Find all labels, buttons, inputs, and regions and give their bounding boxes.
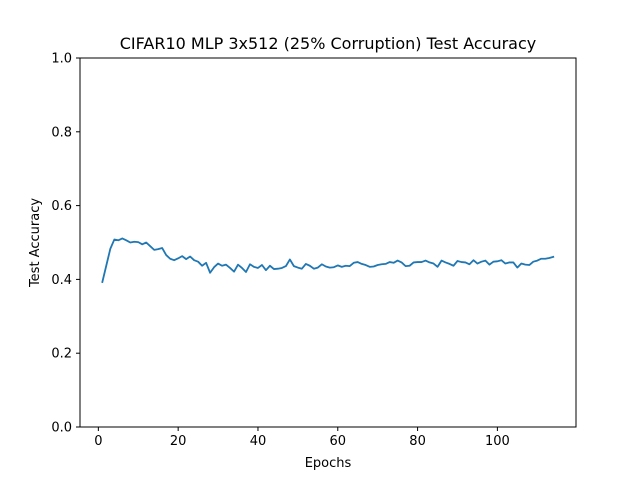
y-tick-label: 0.2 [51,347,72,362]
x-tick-label: 0 [94,434,102,449]
x-tick-label: 80 [409,434,426,449]
plot-frame [79,57,577,428]
chart-title: CIFAR10 MLP 3x512 (25% Corruption) Test … [120,34,537,53]
y-tick-label: 1.0 [51,52,72,67]
y-tick-label: 0.4 [51,273,72,288]
plot-area [101,237,555,284]
x-axis-title: Epochs [305,456,352,471]
y-axis-title: Test Accuracy [28,198,43,288]
x-tick-label: 40 [250,434,267,449]
y-tick-label: 0.0 [51,421,72,436]
y-tick-label: 0.6 [51,199,72,214]
x-tick-label: 60 [330,434,347,449]
y-tick-label: 0.8 [51,125,72,140]
x-tick-label: 100 [485,434,510,449]
x-tick-label: 20 [170,434,187,449]
series-line [101,237,555,284]
